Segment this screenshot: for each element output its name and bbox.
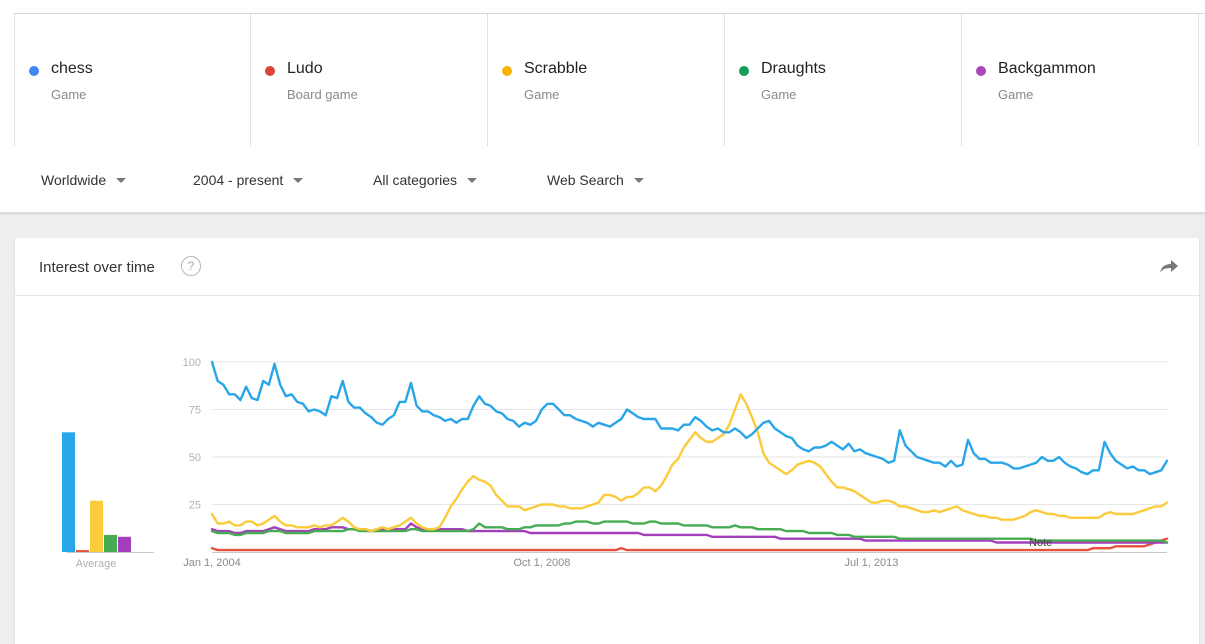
explore-header: chess Game Ludo Board game Scrabble Game… <box>0 0 1205 213</box>
y-tick-label: 50 <box>189 452 201 464</box>
term-type: Game <box>998 87 1034 102</box>
average-bar-chess <box>62 432 75 552</box>
term-name: Draughts <box>761 60 826 77</box>
term-card-scrabble[interactable]: Scrabble Game <box>488 14 725 146</box>
term-card-backgammon[interactable]: Backgammon Game <box>962 14 1199 146</box>
average-label: Average <box>76 558 117 570</box>
term-name: chess <box>51 60 93 77</box>
caret-down-icon <box>293 177 304 183</box>
term-card-draughts[interactable]: Draughts Game <box>725 14 962 146</box>
y-tick-label: 100 <box>183 357 201 369</box>
average-bar-backgammon <box>118 536 131 552</box>
time-filter-dropdown[interactable]: 2004 - present <box>193 172 304 188</box>
help-icon[interactable]: ? <box>181 256 201 276</box>
term-color-dot <box>739 66 749 76</box>
series-line-draughts <box>210 520 1169 544</box>
search-type-filter-dropdown[interactable]: Web Search <box>547 172 644 188</box>
caret-down-icon <box>633 177 644 183</box>
interest-chart: 100 75 50 25 Jan 1, 2004 Oct 1, 2008 Jul 1, 20… <box>62 357 1169 570</box>
term-card-chess[interactable]: chess Game <box>14 14 251 146</box>
term-type: Game <box>761 87 797 102</box>
term-color-dot <box>502 66 512 76</box>
category-filter-dropdown[interactable]: All categories <box>373 172 478 188</box>
term-color-dot <box>976 66 986 76</box>
interest-over-time-card: Interest over time ? 100 75 50 25 Jan 1, 200… <box>15 238 1199 644</box>
share-icon[interactable] <box>1159 258 1179 274</box>
term-color-dot <box>29 66 39 76</box>
category-filter-label: All categories <box>373 172 458 188</box>
term-name: Backgammon <box>998 60 1096 77</box>
card-header: Interest over time ? <box>15 238 1199 296</box>
x-tick-label: Jan 1, 2004 <box>183 557 241 569</box>
term-card-ludo[interactable]: Ludo Board game <box>251 14 488 146</box>
y-tick-label: 25 <box>189 500 201 512</box>
average-bar-ludo <box>76 550 89 552</box>
series-line-scrabble <box>210 393 1169 533</box>
average-bar-scrabble <box>90 500 103 552</box>
region-filter-dropdown[interactable]: Worldwide <box>41 172 127 188</box>
term-name: Ludo <box>287 60 323 77</box>
note-annotation: Note <box>1029 537 1052 549</box>
compare-terms: chess Game Ludo Board game Scrabble Game… <box>14 14 1205 146</box>
term-name: Scrabble <box>524 60 588 77</box>
x-tick-label: Jul 1, 2013 <box>845 557 899 569</box>
term-type: Game <box>51 87 87 102</box>
caret-down-icon <box>467 177 478 183</box>
term-type: Game <box>524 87 560 102</box>
series-line-chess <box>210 360 1169 476</box>
search-type-filter-label: Web Search <box>547 172 624 188</box>
x-tick-label: Oct 1, 2008 <box>514 557 571 569</box>
region-filter-label: Worldwide <box>41 172 107 188</box>
term-type: Board game <box>287 87 358 102</box>
series-line-ludo <box>210 537 1169 552</box>
average-bar-draughts <box>104 534 117 552</box>
divider <box>14 13 1205 14</box>
card-title: Interest over time <box>39 259 155 276</box>
term-color-dot <box>265 66 275 76</box>
y-tick-label: 75 <box>189 405 201 417</box>
caret-down-icon <box>116 177 127 183</box>
time-filter-label: 2004 - present <box>193 172 284 188</box>
